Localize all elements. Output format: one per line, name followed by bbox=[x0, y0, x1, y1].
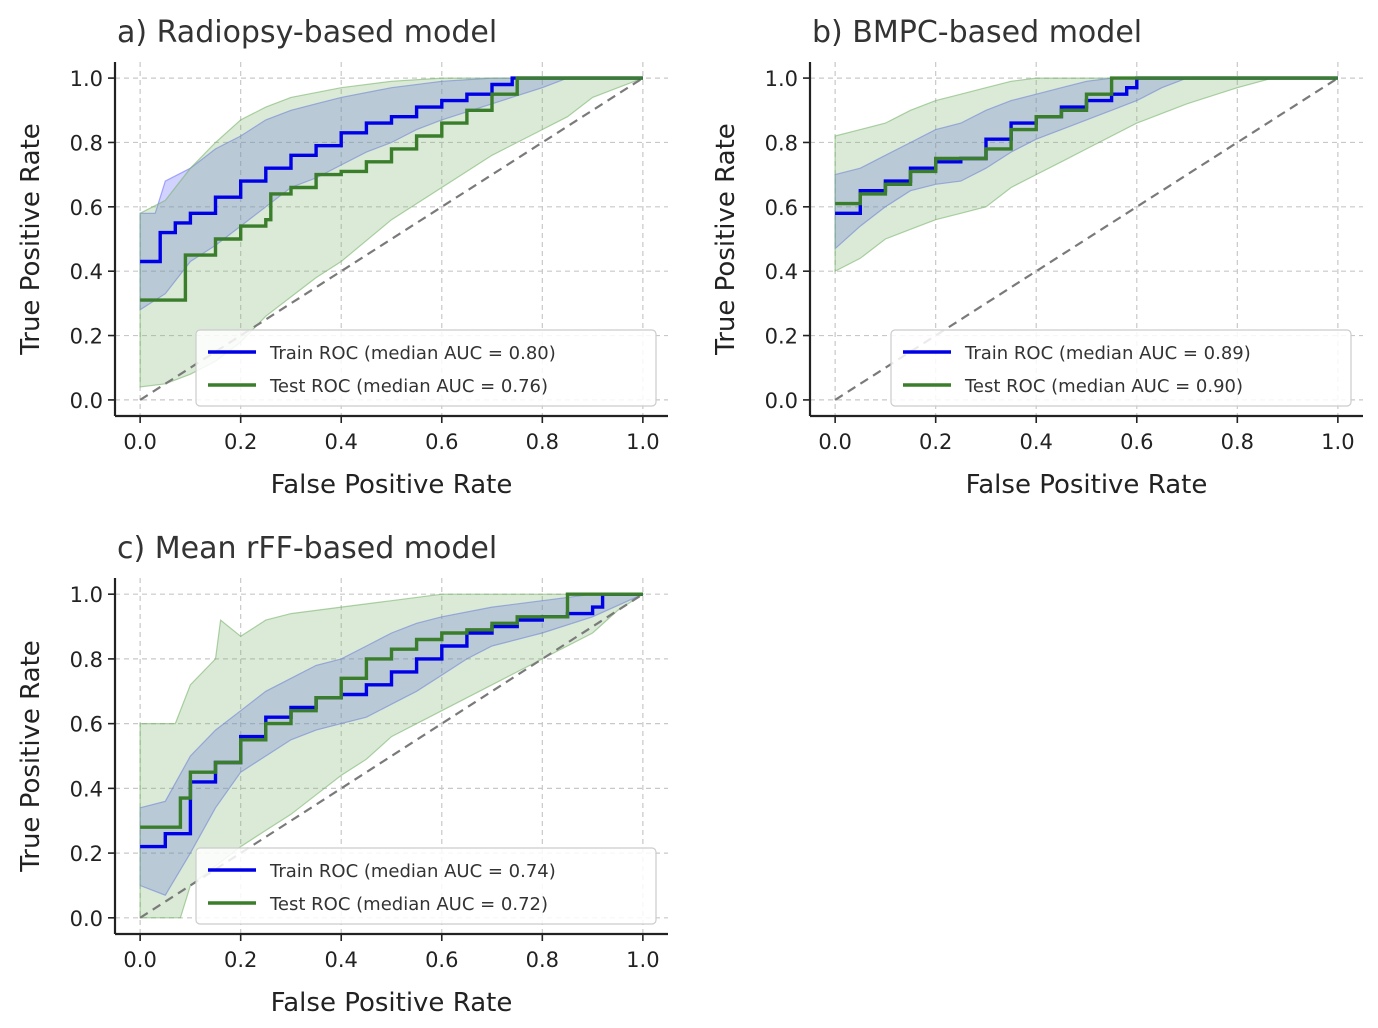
x-axis-label: False Positive Rate bbox=[271, 988, 513, 1018]
x-tick-label: 0.4 bbox=[1020, 430, 1053, 454]
y-tick-label: 0.0 bbox=[70, 907, 103, 931]
x-tick-label: 0.0 bbox=[123, 430, 156, 454]
y-tick-label: 0.8 bbox=[70, 648, 103, 672]
x-axis-label: False Positive Rate bbox=[966, 470, 1208, 500]
chart-panel-b: 0.0 0.2 0.4 0.6 0.8 1.0 0.0 0.2 0.4 0.6 0.8 1.0 b) B… bbox=[711, 15, 1363, 500]
chance-diagonal-line bbox=[139, 77, 644, 401]
x-tick-label: 0.6 bbox=[1120, 430, 1153, 454]
panel-title-b: b) BMPC-based model bbox=[812, 15, 1142, 50]
legend: Train ROC (median AUC = 0.80) Test ROC (m… bbox=[195, 329, 657, 407]
x-tick-label: 1.0 bbox=[626, 948, 659, 972]
chart-panel-a: 0.0 0.2 0.4 0.6 0.8 1.0 0.0 0.2 0.4 0.6 0.8 1.0 a) R… bbox=[16, 15, 668, 500]
x-tick-label: 0.8 bbox=[526, 430, 559, 454]
chance-diagonal-line bbox=[139, 593, 644, 919]
y-tick-label: 0.4 bbox=[765, 260, 798, 284]
y-tick-label: 0.8 bbox=[765, 131, 798, 155]
x-tick-label: 0.2 bbox=[224, 948, 257, 972]
y-tick-label: 0.6 bbox=[70, 713, 103, 737]
x-tick-label: 0.4 bbox=[325, 948, 358, 972]
x-tick-label: 0.2 bbox=[224, 430, 257, 454]
legend-box bbox=[195, 847, 657, 925]
y-tick-label: 0.6 bbox=[765, 196, 798, 220]
x-axis-label: False Positive Rate bbox=[271, 470, 513, 500]
y-tick-label: 0.4 bbox=[70, 777, 103, 801]
legend-label-test: Test ROC (median AUC = 0.76) bbox=[269, 376, 548, 397]
y-tick-label: 1.0 bbox=[70, 583, 103, 607]
legend-label-train: Train ROC (median AUC = 0.89) bbox=[964, 343, 1251, 364]
legend-box bbox=[890, 329, 1352, 407]
y-axis-label: True Positive Rate bbox=[16, 640, 46, 873]
legend-label-test: Test ROC (median AUC = 0.72) bbox=[269, 894, 548, 915]
x-tick-label: 1.0 bbox=[1321, 430, 1354, 454]
train-roc-line bbox=[140, 76, 643, 264]
legend-label-test: Test ROC (median AUC = 0.90) bbox=[964, 376, 1243, 397]
x-tick-label: 0.4 bbox=[325, 430, 358, 454]
x-tick-label: 0.0 bbox=[123, 948, 156, 972]
test-roc-line bbox=[140, 76, 643, 302]
y-tick-label: 0.6 bbox=[70, 196, 103, 220]
legend-label-train: Train ROC (median AUC = 0.74) bbox=[269, 861, 556, 882]
x-tick-label: 0.8 bbox=[526, 948, 559, 972]
y-tick-label: 0.0 bbox=[765, 389, 798, 413]
x-tick-label: 0.6 bbox=[425, 430, 458, 454]
legend-label-train: Train ROC (median AUC = 0.80) bbox=[269, 343, 556, 364]
test-confidence-band bbox=[834, 77, 1338, 273]
x-tick-label: 0.2 bbox=[919, 430, 952, 454]
chart-panel-c: 0.0 0.2 0.4 0.6 0.8 1.0 0.0 0.2 0.4 0.6 0.8 1.0 c) M… bbox=[16, 531, 668, 1018]
y-tick-label: 0.2 bbox=[70, 842, 103, 866]
x-tick-label: 0.6 bbox=[425, 948, 458, 972]
y-tick-label: 0.2 bbox=[765, 325, 798, 349]
y-axis-label: True Positive Rate bbox=[711, 123, 741, 356]
test-roc-line bbox=[140, 592, 643, 829]
y-tick-label: 0.4 bbox=[70, 260, 103, 284]
test-roc-line bbox=[835, 76, 1338, 206]
legend: Train ROC (median AUC = 0.74) Test ROC (m… bbox=[195, 847, 657, 925]
x-tick-label: 1.0 bbox=[626, 430, 659, 454]
legend: Train ROC (median AUC = 0.89) Test ROC (m… bbox=[890, 329, 1352, 407]
chance-diagonal-line bbox=[834, 77, 1339, 401]
y-tick-label: 1.0 bbox=[70, 67, 103, 91]
y-tick-label: 1.0 bbox=[765, 67, 798, 91]
x-tick-label: 0.8 bbox=[1221, 430, 1254, 454]
panel-title-a: a) Radiopsy-based model bbox=[117, 15, 497, 50]
legend-box bbox=[195, 329, 657, 407]
x-tick-label: 0.0 bbox=[818, 430, 851, 454]
y-tick-label: 0.0 bbox=[70, 389, 103, 413]
panel-title-c: c) Mean rFF-based model bbox=[117, 531, 497, 566]
y-tick-label: 0.8 bbox=[70, 131, 103, 155]
y-tick-label: 0.2 bbox=[70, 325, 103, 349]
y-axis-label: True Positive Rate bbox=[16, 123, 46, 356]
